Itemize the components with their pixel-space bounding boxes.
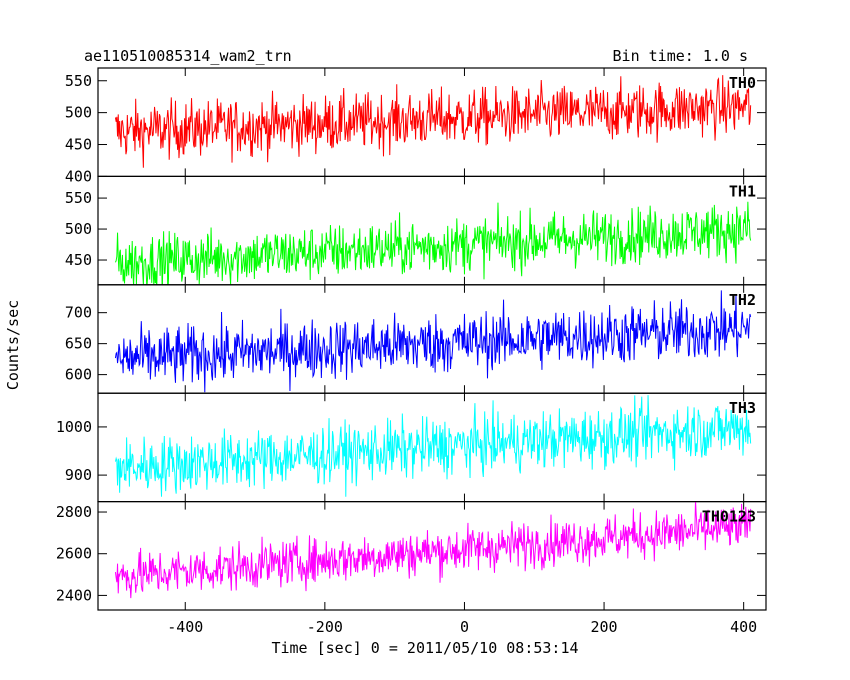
panel-label-th2: TH2: [729, 291, 756, 309]
panel-frame: [97, 501, 767, 611]
y-tick-label: 550: [65, 189, 92, 207]
y-tick-label: 550: [65, 72, 92, 90]
y-tick-label: 600: [65, 366, 92, 384]
y-tick-label: 400: [65, 167, 92, 185]
bin-time-label: Bin time: 1.0 s: [613, 47, 748, 65]
y-tick-label: 2600: [56, 545, 92, 563]
series-line-th2: [114, 290, 752, 393]
y-tick-label: 650: [65, 335, 92, 353]
panel-label-th0: TH0: [729, 74, 756, 92]
panel-stack: 400 450 500 550 TH0 450 500 550 TH1 600 650 700 TH2 9…: [56, 67, 767, 611]
y-tick-label: 2800: [56, 503, 92, 521]
series-line-th0: [114, 75, 752, 168]
panel-frame: [97, 175, 767, 286]
x-tick-label: 400: [730, 618, 757, 636]
panel-th3: 900 1000 TH3: [56, 392, 767, 503]
panel-label-th3: TH3: [729, 399, 756, 417]
plot-title: ae110510085314_wam2_trn: [84, 47, 292, 65]
y-tick-label: 450: [65, 251, 92, 269]
y-tick-label: 2400: [56, 586, 92, 604]
x-tick-label: 0: [460, 618, 469, 636]
series-line-th0123: [114, 501, 752, 599]
panel-th0123: 2400 2600 2800 TH0123: [56, 501, 767, 611]
x-tick-label: -200: [307, 618, 343, 636]
series-line-th3: [114, 395, 752, 497]
x-axis-label: Time [sec] 0 = 2011/05/10 08:53:14: [271, 639, 578, 657]
y-tick-label: 1000: [56, 418, 92, 436]
x-tick-label: -400: [167, 618, 203, 636]
series-line-th1: [114, 201, 752, 285]
panel-label-th1: TH1: [729, 182, 756, 200]
panel-th1: 450 500 550 TH1: [65, 175, 767, 286]
x-tick-label: 200: [591, 618, 618, 636]
y-tick-label: 900: [65, 466, 92, 484]
panel-th2: 600 650 700 TH2: [65, 284, 767, 394]
y-tick-label: 700: [65, 304, 92, 322]
y-axis-label: Counts/sec: [4, 300, 22, 390]
y-tick-label: 500: [65, 104, 92, 122]
y-tick-label: 450: [65, 136, 92, 154]
x-axis: -400 -200 0 200 400: [167, 618, 757, 636]
panel-th0: 400 450 500 550 TH0: [65, 67, 767, 185]
panel-label-th0123: TH0123: [702, 508, 756, 526]
y-tick-label: 500: [65, 220, 92, 238]
